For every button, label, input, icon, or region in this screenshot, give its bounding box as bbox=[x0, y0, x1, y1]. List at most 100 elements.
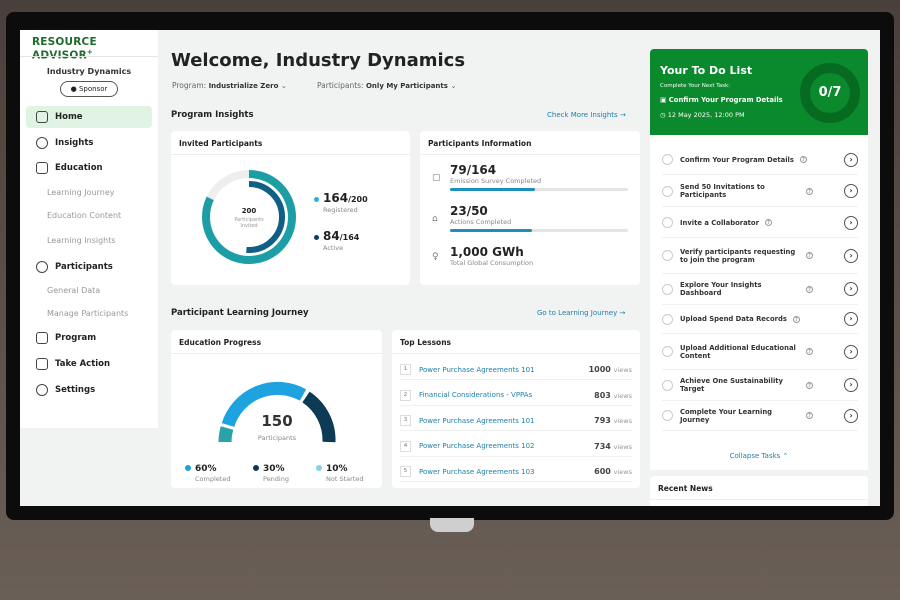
checkbox[interactable] bbox=[662, 217, 673, 228]
chevron-right-circle-icon[interactable]: › bbox=[844, 215, 858, 230]
checkbox[interactable] bbox=[662, 185, 673, 197]
lesson-title[interactable]: Power Purchase Agreements 102 bbox=[419, 442, 535, 450]
views-label: views bbox=[613, 391, 632, 400]
lesson-title[interactable]: Power Purchase Agreements 101 bbox=[419, 365, 535, 374]
survey-icon: ▢ bbox=[432, 173, 441, 183]
checkbox[interactable] bbox=[662, 283, 673, 295]
sidebar-item-learning-journey[interactable]: Learning Journey bbox=[47, 188, 115, 197]
logo-text: RESOURCE ADVISOR bbox=[32, 36, 97, 62]
home-icon bbox=[36, 111, 48, 123]
registered-total: /200 bbox=[348, 195, 368, 204]
checkbox[interactable] bbox=[662, 154, 673, 165]
sidebar-item-take-action[interactable]: Take Action bbox=[26, 353, 152, 375]
lesson-row[interactable]: 4 Power Purchase Agreements 102 734 views bbox=[400, 437, 632, 457]
lesson-row[interactable]: 3 Power Purchase Agreements 101 793 views bbox=[400, 411, 632, 431]
checkbox[interactable] bbox=[662, 250, 673, 261]
help-icon[interactable]: ? bbox=[792, 315, 800, 323]
participants-filter[interactable]: Participants: Only My Participants ⌄ bbox=[317, 81, 457, 90]
lesson-row[interactable]: 5 Power Purchase Agreements 103 600 views bbox=[400, 462, 632, 482]
task-label: Upload Additional Educational Content bbox=[680, 343, 796, 360]
sidebar-item-education[interactable]: Education bbox=[26, 157, 152, 179]
chevron-right-circle-icon[interactable]: › bbox=[844, 282, 858, 296]
checkbox[interactable] bbox=[662, 410, 673, 421]
help-icon[interactable]: ? bbox=[806, 381, 813, 389]
lesson-title[interactable]: Power Purchase Agreements 101 bbox=[419, 416, 535, 425]
lesson-row[interactable]: 2 Financial Considerations - VPPAs 803 vie… bbox=[400, 386, 632, 406]
lesson-row[interactable]: 1 Power Purchase Agreements 101 1000 views bbox=[400, 360, 632, 380]
todo-item[interactable]: Confirm Your Program Details? › bbox=[662, 145, 858, 175]
info-row: 79/164 Emission Survey Completed bbox=[450, 163, 628, 191]
task-label: Send 50 Invitations to Participants bbox=[680, 183, 765, 199]
collapse-tasks-button[interactable]: Collapse Tasks ⌃ bbox=[650, 452, 868, 460]
info-label: Emission Survey Completed bbox=[450, 177, 542, 185]
task-label: Explore Your Insights Dashboard bbox=[680, 281, 762, 297]
lesson-title[interactable]: Financial Considerations - VPPAs bbox=[419, 391, 533, 399]
help-icon[interactable]: ? bbox=[806, 412, 813, 419]
views-label: views bbox=[613, 442, 632, 451]
task-label: Complete Your Learning Journey bbox=[680, 407, 773, 424]
chevron-right-circle-icon[interactable]: › bbox=[844, 378, 858, 392]
lesson-views: 600 views bbox=[594, 467, 632, 476]
todo-progress-ring: 0/7 bbox=[800, 63, 860, 123]
page-title: Welcome, Industry Dynamics bbox=[171, 50, 466, 71]
sidebar-item-manage-participants[interactable]: Manage Participants bbox=[47, 309, 129, 318]
help-icon[interactable]: ? bbox=[806, 187, 813, 195]
info-label: Actions Completed bbox=[450, 218, 512, 226]
legend-dot bbox=[314, 197, 319, 202]
legend-not-started: 10% Not Started bbox=[316, 456, 363, 483]
views-count: 600 bbox=[594, 467, 611, 476]
next-task-link[interactable]: ▣ Confirm Your Program Details bbox=[660, 96, 783, 104]
check-more-insights-link[interactable]: Check More Insights → bbox=[547, 111, 626, 119]
participants-value: Only My Participants bbox=[365, 82, 448, 90]
chevron-right-circle-icon[interactable]: › bbox=[844, 344, 858, 359]
sidebar-item-insights[interactable]: Insights bbox=[26, 132, 152, 154]
todo-item[interactable]: Invite a Collaborator? › bbox=[662, 208, 858, 238]
checkbox[interactable] bbox=[662, 313, 673, 325]
todo-item[interactable]: Verify participants requesting to join t… bbox=[662, 238, 858, 274]
chevron-right-circle-icon[interactable]: › bbox=[844, 152, 858, 167]
nav-label: Settings bbox=[55, 385, 96, 395]
chevron-right-circle-icon[interactable]: › bbox=[844, 184, 858, 198]
chevron-right-circle-icon[interactable]: › bbox=[844, 312, 858, 326]
progress-bar bbox=[450, 229, 628, 232]
help-icon[interactable]: ? bbox=[806, 348, 813, 355]
sidebar-item-learning-insights[interactable]: Learning Insights bbox=[47, 236, 116, 245]
sidebar-item-general-data[interactable]: General Data bbox=[47, 286, 101, 295]
help-icon[interactable]: ? bbox=[764, 219, 772, 226]
sidebar-item-settings[interactable]: Settings bbox=[26, 379, 152, 401]
checkbox[interactable] bbox=[662, 346, 673, 357]
todo-item[interactable]: Explore Your Insights Dashboard? › bbox=[662, 274, 858, 305]
help-icon[interactable]: ? bbox=[806, 252, 813, 259]
lesson-title[interactable]: Power Purchase Agreements 103 bbox=[419, 467, 535, 476]
help-icon[interactable]: ? bbox=[806, 285, 813, 293]
chevron-right-circle-icon[interactable]: › bbox=[844, 408, 858, 423]
legend-completed: 60% Completed bbox=[185, 456, 230, 483]
nav-label: Education bbox=[55, 163, 103, 173]
chevron-right-circle-icon[interactable]: › bbox=[844, 248, 858, 263]
card-title: Top Lessons bbox=[392, 330, 640, 354]
todo-item[interactable]: Send 50 Invitations to Participants? › bbox=[662, 176, 858, 207]
donut-center-label: Participants Invited bbox=[234, 217, 264, 229]
checkbox[interactable] bbox=[662, 379, 673, 391]
sidebar-item-program[interactable]: Program bbox=[26, 327, 152, 349]
arrow-right-icon: → bbox=[619, 111, 626, 119]
todo-item[interactable]: Upload Spend Data Records? › bbox=[662, 305, 858, 334]
sidebar-item-home[interactable]: Home bbox=[26, 106, 152, 128]
program-filter[interactable]: Program: Industrialize Zero ⌄ bbox=[172, 81, 287, 90]
logo[interactable]: RESOURCE ADVISOR+ bbox=[32, 36, 158, 62]
gear-icon bbox=[36, 384, 48, 396]
views-count: 803 bbox=[594, 390, 611, 400]
sidebar-item-participants[interactable]: Participants bbox=[26, 256, 152, 278]
views-count: 1000 bbox=[588, 365, 611, 374]
help-icon[interactable]: ? bbox=[799, 156, 807, 163]
info-value: 23/50 bbox=[450, 204, 488, 218]
legend-value: 30% bbox=[263, 464, 285, 474]
todo-item[interactable]: Upload Additional Educational Content? › bbox=[662, 334, 858, 370]
book-icon bbox=[36, 162, 48, 174]
sidebar-item-education-content[interactable]: Education Content bbox=[47, 211, 122, 220]
program-label: Program: bbox=[172, 81, 207, 90]
todo-item[interactable]: Complete Your Learning Journey? › bbox=[662, 401, 858, 431]
views-label: views bbox=[613, 417, 632, 425]
go-to-learning-journey-link[interactable]: Go to Learning Journey → bbox=[537, 309, 625, 317]
todo-item[interactable]: Achieve One Sustainability Target? › bbox=[662, 370, 858, 401]
